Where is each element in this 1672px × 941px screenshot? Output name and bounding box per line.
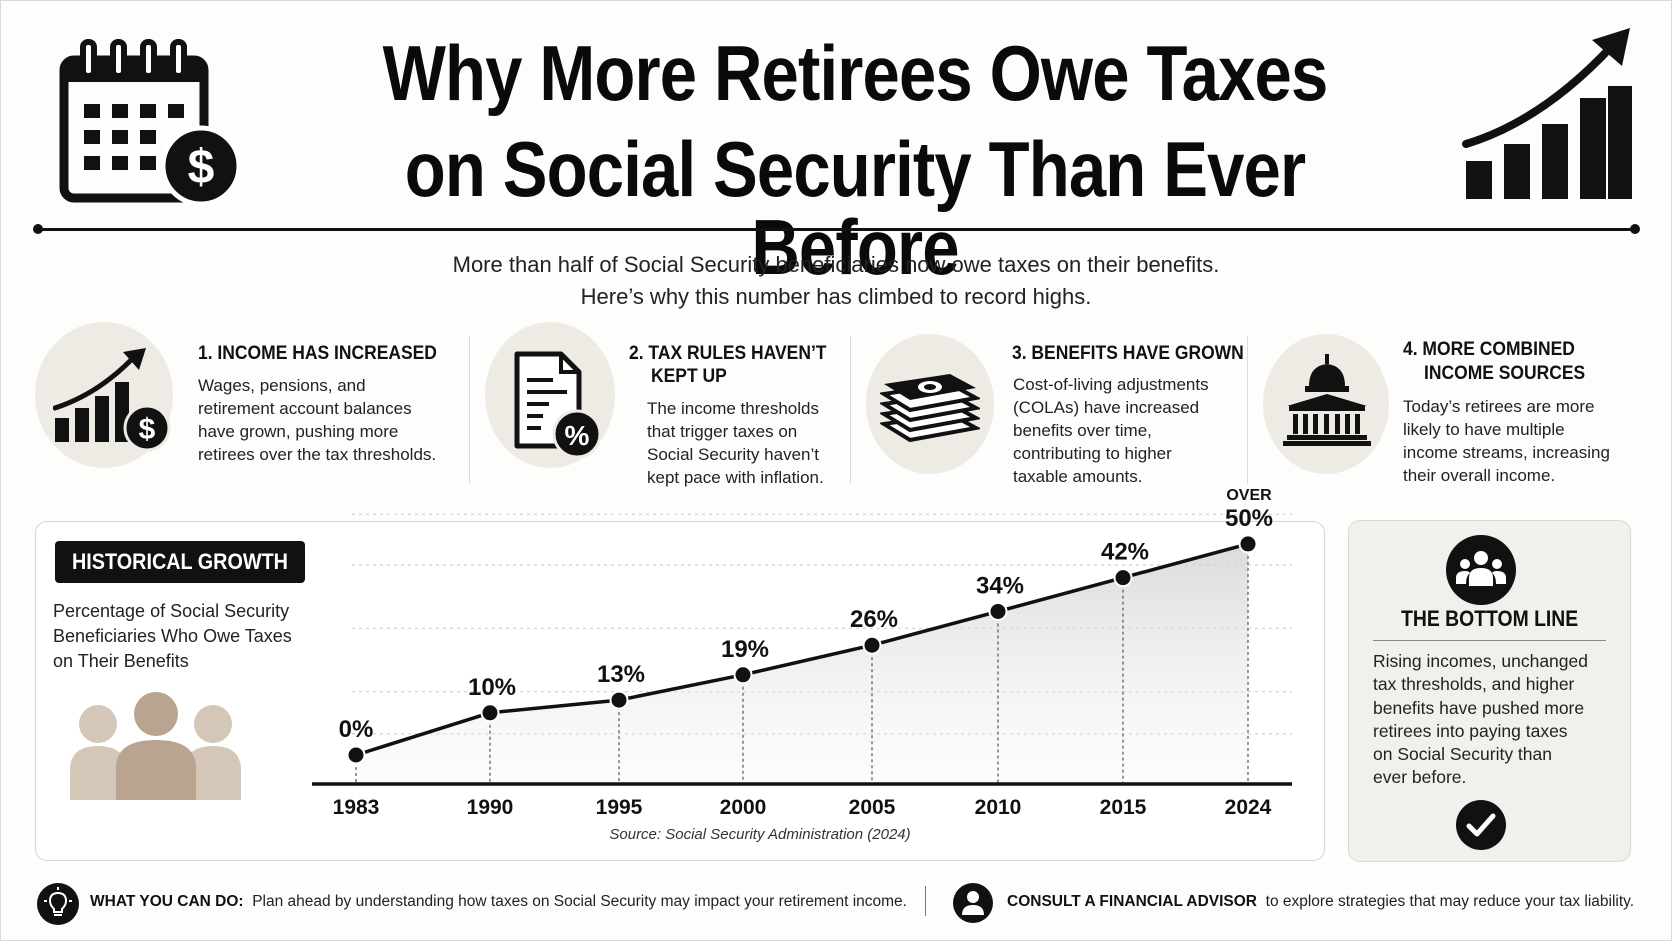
data-point-1983: [346, 745, 366, 765]
svg-text:$: $: [139, 413, 156, 446]
check-circle-icon: [1456, 800, 1506, 850]
x-tick-label-2000: 2000: [720, 796, 767, 819]
data-point-1995: [609, 690, 629, 710]
chart-series-line: [355, 542, 1249, 757]
reason-body: The income thresholds that trigger taxes …: [647, 399, 824, 487]
x-tick-label-1995: 1995: [596, 796, 643, 819]
data-point-2005: [862, 635, 882, 655]
data-point-2000: [733, 665, 753, 685]
x-tick-label-2015: 2015: [1100, 796, 1147, 819]
data-label-1983: 0%: [339, 716, 374, 743]
reason-heading-line2: KEPT UP: [651, 366, 727, 387]
chart-description: Percentage of Social Security Beneficiari…: [53, 601, 292, 672]
data-label-1990: 10%: [468, 674, 516, 701]
page-title-line1: Why More Retirees Owe Taxes: [382, 29, 1329, 117]
data-point-1990: [480, 703, 500, 723]
svg-text:$: $: [188, 141, 215, 194]
bar-chart-arrow-icon: [1462, 28, 1632, 199]
reason-tax-rules: % 2. TAX RULES HAVEN’T KEPT UP The incom…: [485, 320, 855, 490]
person-icon: [953, 883, 993, 923]
svg-text:%: %: [565, 420, 590, 451]
historical-growth-badge: HISTORICAL GROWTH: [55, 541, 305, 583]
footer-right-text: to explore strategies that may reduce yo…: [1265, 893, 1635, 910]
money-stack-icon: [880, 374, 980, 443]
calendar-dollar-icon: $: [59, 39, 242, 207]
chart-area-fill: [356, 543, 1248, 784]
reason-divider: [1247, 336, 1248, 484]
intro-line1: More than half of Social Security benefi…: [452, 252, 1220, 277]
people-circle-icon: [1446, 535, 1516, 605]
x-tick-label-2005: 2005: [849, 796, 896, 819]
income-growth-dollar-icon: $: [53, 348, 171, 452]
data-point-2024: [1238, 534, 1258, 554]
x-tick-label-1990: 1990: [467, 796, 514, 819]
reason-benefits-grown: 3. BENEFITS HAVE GROWN Cost-of-living ad…: [866, 320, 1246, 490]
data-label-2000: 19%: [721, 636, 769, 663]
reason-combined-income: 4. MORE COMBINED INCOME SOURCES Today’s …: [1263, 320, 1643, 490]
tax-document-percent-icon: %: [514, 351, 602, 459]
reason-heading-line1: 2. TAX RULES HAVEN’T: [629, 343, 827, 364]
header-divider: [38, 228, 1636, 231]
reason-body: Cost-of-living adjustments (COLAs) have i…: [1013, 375, 1209, 486]
reason-divider: [469, 336, 470, 484]
data-label-2005: 26%: [850, 606, 898, 633]
page-title-line2: on Social Security Than Ever Before: [404, 125, 1306, 291]
footer-left-text: Plan ahead by understanding how taxes on…: [252, 893, 907, 910]
reason-heading: 3. BENEFITS HAVE GROWN: [1012, 343, 1244, 364]
chart-source: Source: Social Security Administration (…: [609, 826, 911, 843]
data-label-2024: 50%: [1225, 505, 1273, 532]
reason-heading-line2: INCOME SOURCES: [1424, 363, 1586, 384]
bottom-line-body: Rising incomes, unchanged tax thresholds,…: [1373, 651, 1588, 788]
capitol-building-icon: [1283, 354, 1371, 446]
reason-heading: 1. INCOME HAS INCREASED: [198, 343, 437, 364]
bottom-line-title: THE BOTTOM LINE: [1400, 606, 1579, 631]
reason-heading-line1: 4. MORE COMBINED: [1403, 339, 1575, 360]
x-tick-label-2024: 2024: [1225, 796, 1272, 819]
footer-left-label: WHAT YOU CAN DO:: [90, 893, 244, 910]
reason-income-increased: $ 1. INCOME HAS INCREASED Wages, pension…: [35, 320, 465, 490]
footer-right-label: CONSULT A FINANCIAL ADVISOR: [1007, 893, 1258, 910]
data-label-1995: 13%: [597, 661, 645, 688]
data-label-prefix-over: OVER: [1226, 487, 1272, 504]
reason-body: Today’s retirees are more likely to have …: [1403, 397, 1610, 485]
footer-what-you-can-do: WHAT YOU CAN DO: Plan ahead by understan…: [90, 893, 907, 911]
people-group-icon: [70, 692, 241, 800]
footer-consult-advisor: CONSULT A FINANCIAL ADVISOR to explore s…: [1007, 893, 1634, 911]
reason-body: Wages, pensions, and retirement account b…: [198, 376, 437, 464]
reason-divider: [850, 336, 851, 484]
data-label-2015: 42%: [1101, 539, 1149, 566]
data-point-2010: [988, 601, 1008, 621]
data-label-2010: 34%: [976, 572, 1024, 599]
rule-end-right: [1630, 224, 1640, 234]
intro-line2: Here’s why this number has climbed to re…: [580, 284, 1092, 309]
footer-divider: [925, 886, 926, 916]
x-tick-label-2010: 2010: [975, 796, 1022, 819]
lightbulb-icon: [37, 883, 79, 925]
data-point-2015: [1113, 568, 1133, 588]
x-tick-label-1983: 1983: [333, 796, 380, 819]
bottom-line-divider: [1373, 640, 1606, 641]
